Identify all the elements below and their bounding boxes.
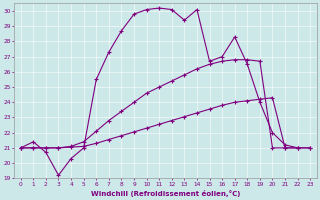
X-axis label: Windchill (Refroidissement éolien,°C): Windchill (Refroidissement éolien,°C) — [91, 190, 240, 197]
